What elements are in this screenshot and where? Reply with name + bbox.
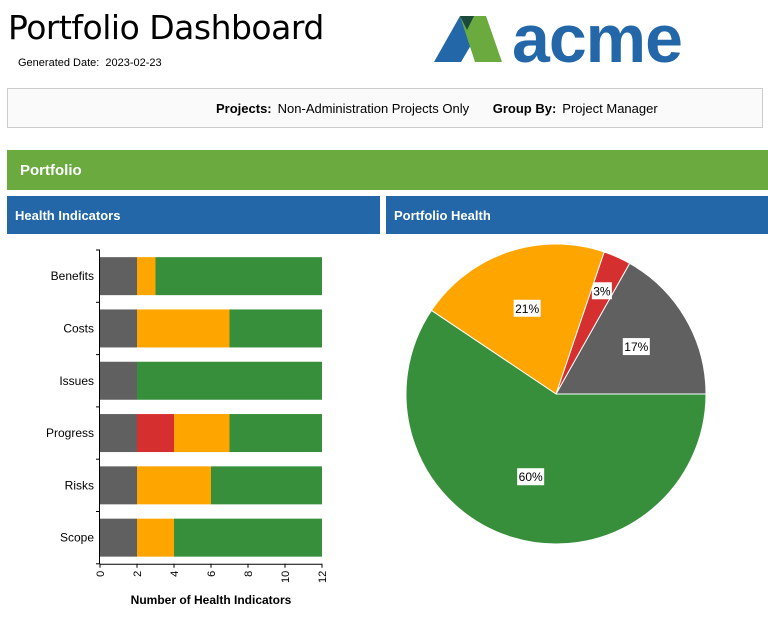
generated-date: Generated Date: 2023-02-23 bbox=[18, 57, 162, 69]
x-axis-label: Number of Health Indicators bbox=[131, 593, 292, 607]
x-tick-label: 2 bbox=[132, 571, 144, 577]
portfolio-health-header: Portfolio Health bbox=[386, 196, 768, 234]
bar-segment[interactable] bbox=[100, 518, 137, 557]
pie-slice[interactable] bbox=[405, 309, 707, 545]
y-tick-label: Benefits bbox=[51, 269, 94, 283]
projects-label: Projects: bbox=[216, 101, 272, 116]
group-by-label: Group By: bbox=[492, 101, 557, 116]
bar-segment[interactable] bbox=[174, 414, 230, 453]
x-tick-label: 0 bbox=[95, 571, 107, 577]
bar-segment[interactable] bbox=[155, 257, 323, 296]
y-tick-label: Scope bbox=[60, 531, 94, 545]
x-tick-label: 10 bbox=[280, 571, 292, 583]
pie-label-box bbox=[591, 282, 612, 300]
group-by-value[interactable]: Project Manager bbox=[562, 101, 658, 116]
bar-segment[interactable] bbox=[174, 518, 322, 557]
bar-segment[interactable] bbox=[100, 466, 137, 505]
health-indicators-header: Health Indicators bbox=[7, 196, 380, 234]
generated-date-label: Generated Date: bbox=[18, 57, 100, 69]
pie-slice[interactable] bbox=[555, 262, 707, 395]
pie-slice[interactable] bbox=[430, 243, 605, 395]
pie-slice-label: 60% bbox=[519, 470, 543, 484]
bar-segment[interactable] bbox=[137, 518, 174, 557]
bar-segment[interactable] bbox=[100, 361, 137, 400]
bar-segment[interactable] bbox=[229, 414, 323, 453]
bar-segment[interactable] bbox=[137, 361, 322, 400]
bar-segment[interactable] bbox=[100, 309, 137, 348]
bar-segment[interactable] bbox=[100, 257, 137, 296]
pie-label-box bbox=[513, 299, 541, 317]
y-tick-label: Risks bbox=[65, 478, 94, 492]
bar-segment[interactable] bbox=[137, 466, 211, 505]
page-title: Portfolio Dashboard bbox=[8, 8, 324, 47]
x-tick-label: 4 bbox=[169, 571, 181, 577]
bar-segment[interactable] bbox=[137, 257, 156, 296]
projects-value[interactable]: Non-Administration Projects Only bbox=[277, 101, 470, 116]
portfolio-section-header: Portfolio bbox=[7, 150, 768, 190]
pie-label-box bbox=[622, 338, 650, 356]
pie-slice-label: 3% bbox=[593, 284, 611, 298]
filter-bar: Projects: Non-Administration Projects Onl… bbox=[7, 88, 763, 128]
x-tick-label: 8 bbox=[243, 571, 255, 577]
pie-label-box bbox=[517, 468, 545, 486]
health-indicators-chart: Benefits Costs Issues Progress Risks Scope 0 2 4… bbox=[46, 249, 329, 607]
y-tick-label: Progress bbox=[46, 426, 94, 440]
bar-segment[interactable] bbox=[137, 309, 230, 348]
logo-text: acme bbox=[512, 12, 682, 66]
portfolio-health-pie: 17% 3% 21% 60% bbox=[405, 243, 707, 545]
x-tick-label: 12 bbox=[317, 571, 329, 583]
pie-slice-label: 17% bbox=[624, 340, 648, 354]
pie-slice-label: 21% bbox=[515, 302, 539, 316]
y-tick-label: Issues bbox=[59, 374, 94, 388]
bar-segment[interactable] bbox=[229, 309, 323, 348]
bar-segment[interactable] bbox=[137, 414, 174, 453]
bar-segment[interactable] bbox=[211, 466, 322, 505]
x-tick-label: 6 bbox=[206, 571, 218, 577]
y-tick-label: Costs bbox=[63, 321, 94, 335]
acme-logo: acme bbox=[434, 12, 683, 66]
bar-segment[interactable] bbox=[100, 414, 137, 453]
generated-date-value: 2023-02-23 bbox=[105, 57, 162, 69]
